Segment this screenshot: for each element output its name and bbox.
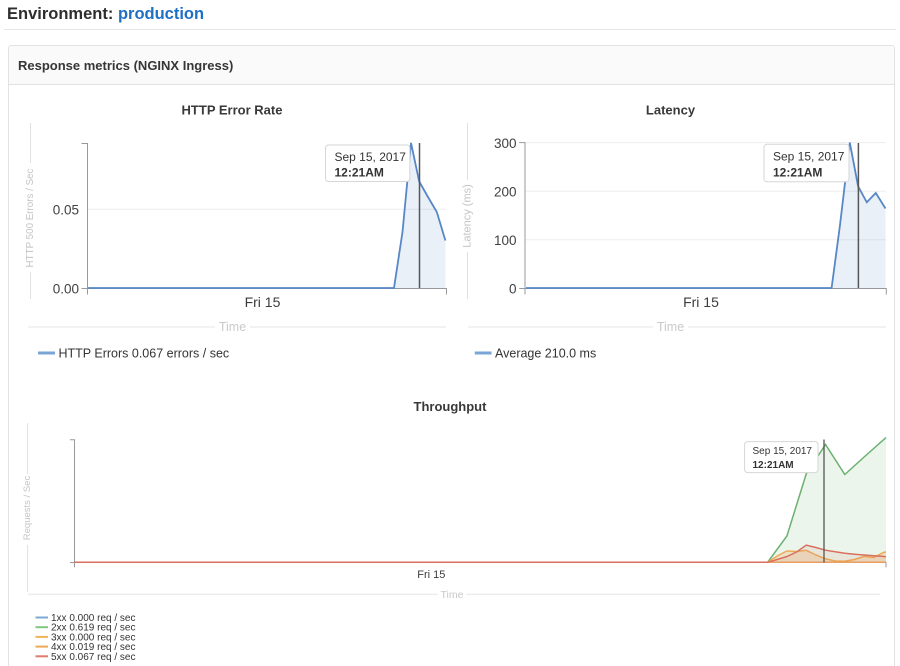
- svg-text:Requests / Sec: Requests / Sec: [22, 476, 33, 541]
- svg-text:200: 200: [494, 185, 517, 200]
- svg-text:0: 0: [509, 282, 517, 297]
- svg-text:Average 210.0 ms: Average 210.0 ms: [495, 347, 596, 361]
- svg-text:12:21AM: 12:21AM: [773, 166, 822, 180]
- svg-text:Time: Time: [219, 320, 246, 334]
- svg-text:HTTP 500 Errors / Sec: HTTP 500 Errors / Sec: [25, 168, 36, 267]
- svg-text:HTTP Error Rate: HTTP Error Rate: [182, 103, 283, 118]
- svg-text:Fri 15: Fri 15: [683, 294, 719, 310]
- svg-text:Time: Time: [657, 320, 684, 334]
- svg-text:100: 100: [494, 233, 517, 248]
- svg-text:Latency (ms): Latency (ms): [462, 184, 474, 248]
- svg-text:0.00: 0.00: [53, 281, 79, 296]
- svg-text:Sep 15, 2017: Sep 15, 2017: [335, 150, 407, 164]
- svg-text:12:21AM: 12:21AM: [753, 460, 794, 471]
- svg-text:Time: Time: [441, 589, 464, 601]
- svg-text:0.05: 0.05: [53, 202, 79, 217]
- svg-text:Sep 15, 2017: Sep 15, 2017: [773, 150, 845, 164]
- svg-text:12:21AM: 12:21AM: [335, 166, 384, 180]
- svg-text:Fri 15: Fri 15: [417, 569, 445, 581]
- svg-text:300: 300: [494, 136, 517, 151]
- svg-text:3xx 0.000 req / sec: 3xx 0.000 req / sec: [51, 632, 136, 643]
- svg-text:Latency: Latency: [646, 103, 696, 118]
- svg-text:Throughput: Throughput: [414, 399, 488, 414]
- svg-text:2xx 0.619 req / sec: 2xx 0.619 req / sec: [51, 623, 136, 634]
- svg-text:Fri 15: Fri 15: [245, 294, 281, 310]
- svg-text:HTTP Errors 0.067 errors / sec: HTTP Errors 0.067 errors / sec: [59, 347, 230, 361]
- svg-text:5xx 0.067 req / sec: 5xx 0.067 req / sec: [51, 652, 136, 663]
- svg-text:4xx 0.019 req / sec: 4xx 0.019 req / sec: [51, 642, 136, 653]
- svg-text:Sep 15, 2017: Sep 15, 2017: [753, 446, 813, 457]
- svg-text:1xx 0.000 req / sec: 1xx 0.000 req / sec: [51, 613, 136, 624]
